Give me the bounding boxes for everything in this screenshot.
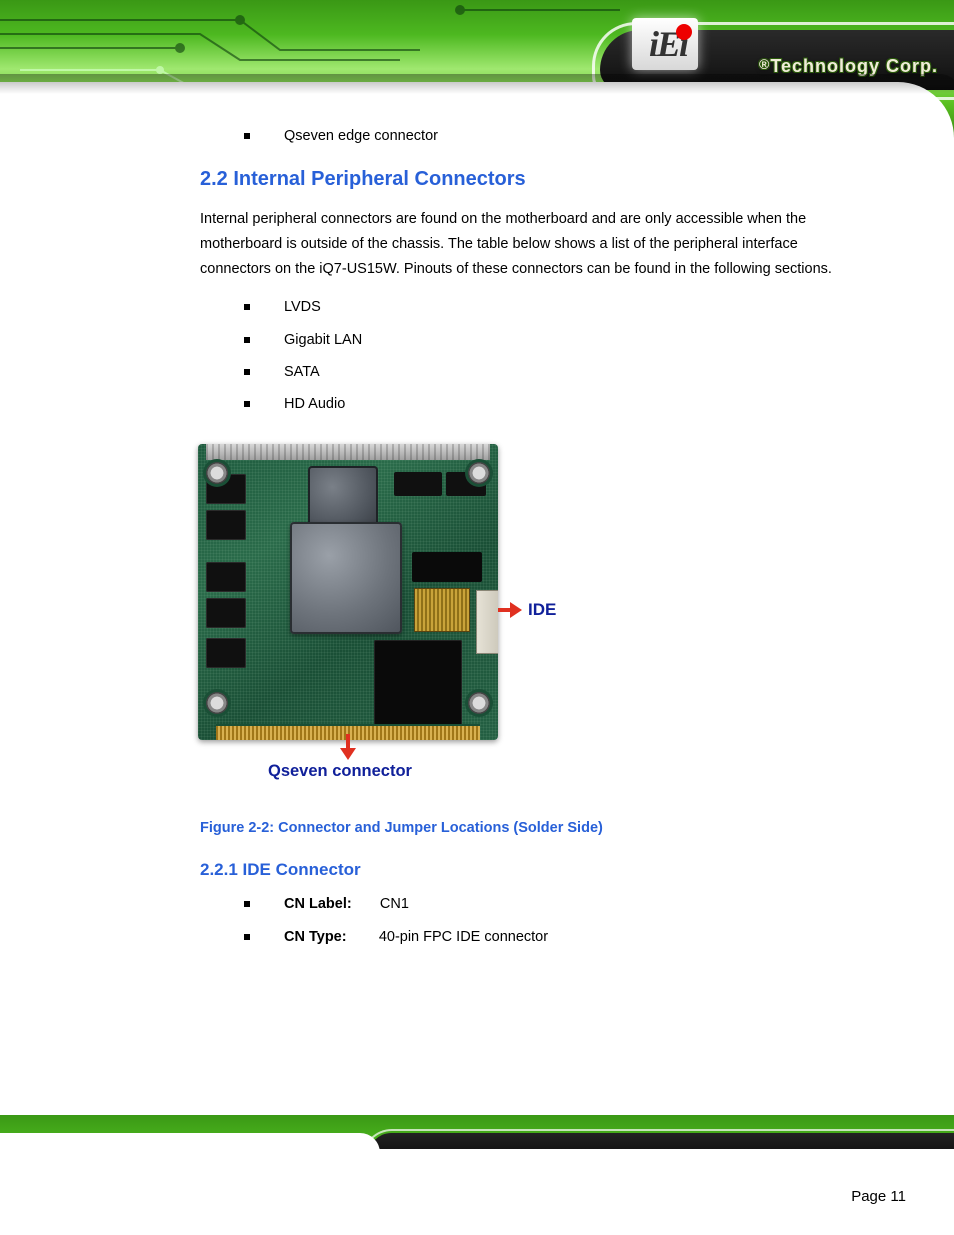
section-title: Internal Peripheral Connectors [233, 168, 525, 190]
square-bullet-icon [244, 133, 250, 139]
south-chip [374, 640, 462, 726]
square-bullet-icon [244, 901, 250, 907]
section-number: 2.2 [200, 168, 228, 190]
ram-chip [206, 598, 246, 628]
cn-label-row: CN Label: CN1 [284, 894, 409, 914]
board-photo: IDE Qseven connector [198, 432, 550, 780]
square-bullet-icon [244, 369, 250, 375]
figure-block: IDE Qseven connector [198, 432, 598, 780]
tagline-text: Technology Corp. [770, 56, 938, 76]
list-item-text: LVDS [284, 297, 321, 317]
page-label: Page [851, 1188, 886, 1205]
registered-mark: ® [759, 56, 770, 72]
list-item: HD Audio [244, 394, 840, 414]
header-banner: iEi ®Technology Corp. [0, 0, 954, 138]
cn-label-key: CN Label: [284, 896, 352, 912]
list-item: Gigabit LAN [244, 330, 840, 350]
pcb-board [198, 444, 498, 740]
subsection-number: 2.2.1 [200, 860, 238, 879]
cpu-heatspreader [290, 522, 402, 634]
cn-label-value: CN1 [380, 896, 409, 912]
bullet-list: LVDS Gigabit LAN SATA HD Audio [244, 297, 840, 414]
small-chip [412, 552, 482, 582]
section-heading-2-2-1: 2.2.1 IDE Connector [200, 860, 840, 880]
section-paragraph: Internal peripheral connectors are found… [200, 207, 840, 281]
figure-caption-text: Connector and Jumper Locations (Solder S… [278, 820, 603, 836]
footer-banner: Page 11 [0, 1115, 954, 1235]
bullet-text: Qseven edge connector [284, 126, 438, 146]
page-content: Qseven edge connector 2.2 Internal Perip… [200, 126, 840, 959]
gold-pad [414, 588, 470, 632]
list-item: LVDS [244, 297, 840, 317]
list-item: CN Type: 40-pin FPC IDE connector [244, 927, 840, 947]
list-item-text: HD Audio [284, 394, 345, 414]
square-bullet-icon [244, 934, 250, 940]
page-number-value: 11 [890, 1188, 906, 1205]
bullet-item: Qseven edge connector [244, 126, 840, 146]
ram-chip [206, 638, 246, 668]
list-item: CN Label: CN1 [244, 894, 840, 914]
arrow-right-icon [510, 602, 522, 618]
cn-list: CN Label: CN1 CN Type: 40-pin FPC IDE co… [244, 894, 840, 947]
ram-chip [206, 562, 246, 592]
footer-white-area [0, 1149, 954, 1235]
figure-caption-prefix: Figure 2-2: [200, 820, 274, 836]
cn-type-value: 40-pin FPC IDE connector [379, 929, 548, 945]
small-chip [394, 472, 442, 496]
ram-chip [206, 510, 246, 540]
subsection-title: IDE Connector [243, 860, 361, 879]
list-item: SATA [244, 362, 840, 382]
square-bullet-icon [244, 337, 250, 343]
page-number: Page 11 [851, 1188, 906, 1205]
figure-caption: Figure 2-2: Connector and Jumper Locatio… [200, 820, 840, 836]
qseven-label: Qseven connector [268, 762, 412, 781]
ide-connector [476, 590, 498, 654]
heatsink-edge [206, 444, 490, 460]
list-item-text: Gigabit LAN [284, 330, 362, 350]
cn-type-key: CN Type: [284, 929, 347, 945]
square-bullet-icon [244, 401, 250, 407]
section-heading-2-2: 2.2 Internal Peripheral Connectors [200, 168, 840, 191]
arrow-down-icon [340, 748, 356, 760]
square-bullet-icon [244, 304, 250, 310]
cn-type-row: CN Type: 40-pin FPC IDE connector [284, 927, 548, 947]
ide-label: IDE [528, 600, 556, 620]
logo-iei: iEi [632, 18, 698, 70]
list-item-text: SATA [284, 362, 320, 382]
